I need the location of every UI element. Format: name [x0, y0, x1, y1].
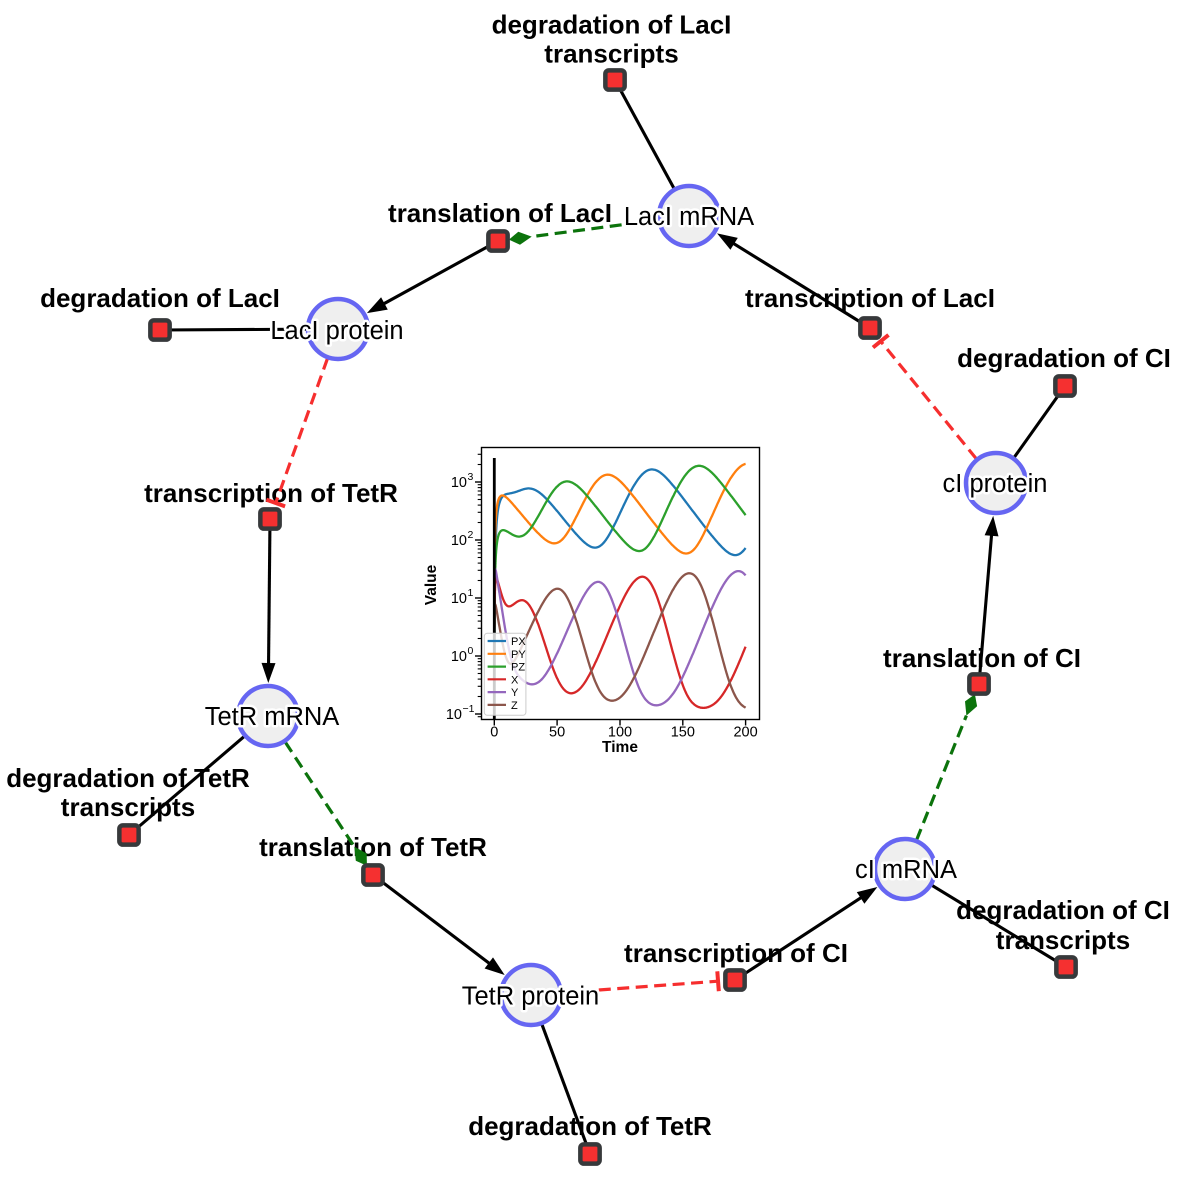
svg-text:degradation of TetR: degradation of TetR	[6, 763, 250, 793]
svg-text:100: 100	[608, 725, 632, 741]
svg-text:10: 10	[451, 533, 467, 549]
svg-text:Z: Z	[511, 700, 518, 712]
svg-text:2: 2	[468, 529, 474, 541]
svg-text:TetR protein: TetR protein	[462, 983, 600, 1011]
svg-text:LacI mRNA: LacI mRNA	[624, 203, 754, 231]
svg-text:PZ: PZ	[511, 662, 525, 674]
svg-text:50: 50	[549, 725, 565, 741]
svg-text:10: 10	[451, 475, 467, 491]
svg-text:200: 200	[733, 725, 757, 741]
svg-text:1: 1	[468, 587, 474, 599]
svg-text:cI protein: cI protein	[943, 470, 1048, 498]
svg-text:0: 0	[490, 725, 498, 741]
svg-text:cI mRNA: cI mRNA	[855, 856, 957, 884]
svg-text:Value: Value	[423, 564, 440, 605]
svg-text:10: 10	[451, 591, 467, 607]
svg-text:10: 10	[446, 707, 462, 723]
svg-text:−1: −1	[463, 703, 475, 715]
svg-text:X: X	[511, 674, 519, 686]
svg-text:transcription of TetR: transcription of TetR	[144, 478, 398, 508]
svg-text:TetR mRNA: TetR mRNA	[205, 703, 340, 731]
svg-text:degradation of TetR: degradation of TetR	[468, 1111, 712, 1141]
svg-text:PY: PY	[511, 649, 526, 661]
svg-text:translation of LacI: translation of LacI	[388, 198, 612, 228]
svg-text:3: 3	[468, 471, 474, 483]
svg-text:150: 150	[671, 725, 695, 741]
svg-text:PX: PX	[511, 636, 526, 648]
svg-text:10: 10	[451, 649, 467, 665]
svg-text:transcripts: transcripts	[996, 925, 1130, 955]
svg-text:transcription of CI: transcription of CI	[624, 938, 848, 968]
svg-text:degradation of CI: degradation of CI	[957, 343, 1171, 373]
svg-text:degradation of LacI: degradation of LacI	[40, 283, 280, 313]
svg-text:transcripts: transcripts	[544, 39, 678, 69]
svg-text:Y: Y	[511, 687, 519, 699]
svg-text:0: 0	[468, 645, 474, 657]
svg-text:LacI protein: LacI protein	[270, 317, 403, 345]
svg-text:Time: Time	[602, 739, 638, 756]
svg-text:transcription of LacI: transcription of LacI	[745, 283, 995, 313]
svg-text:translation of TetR: translation of TetR	[259, 832, 487, 862]
svg-text:degradation of LacI: degradation of LacI	[492, 10, 732, 40]
